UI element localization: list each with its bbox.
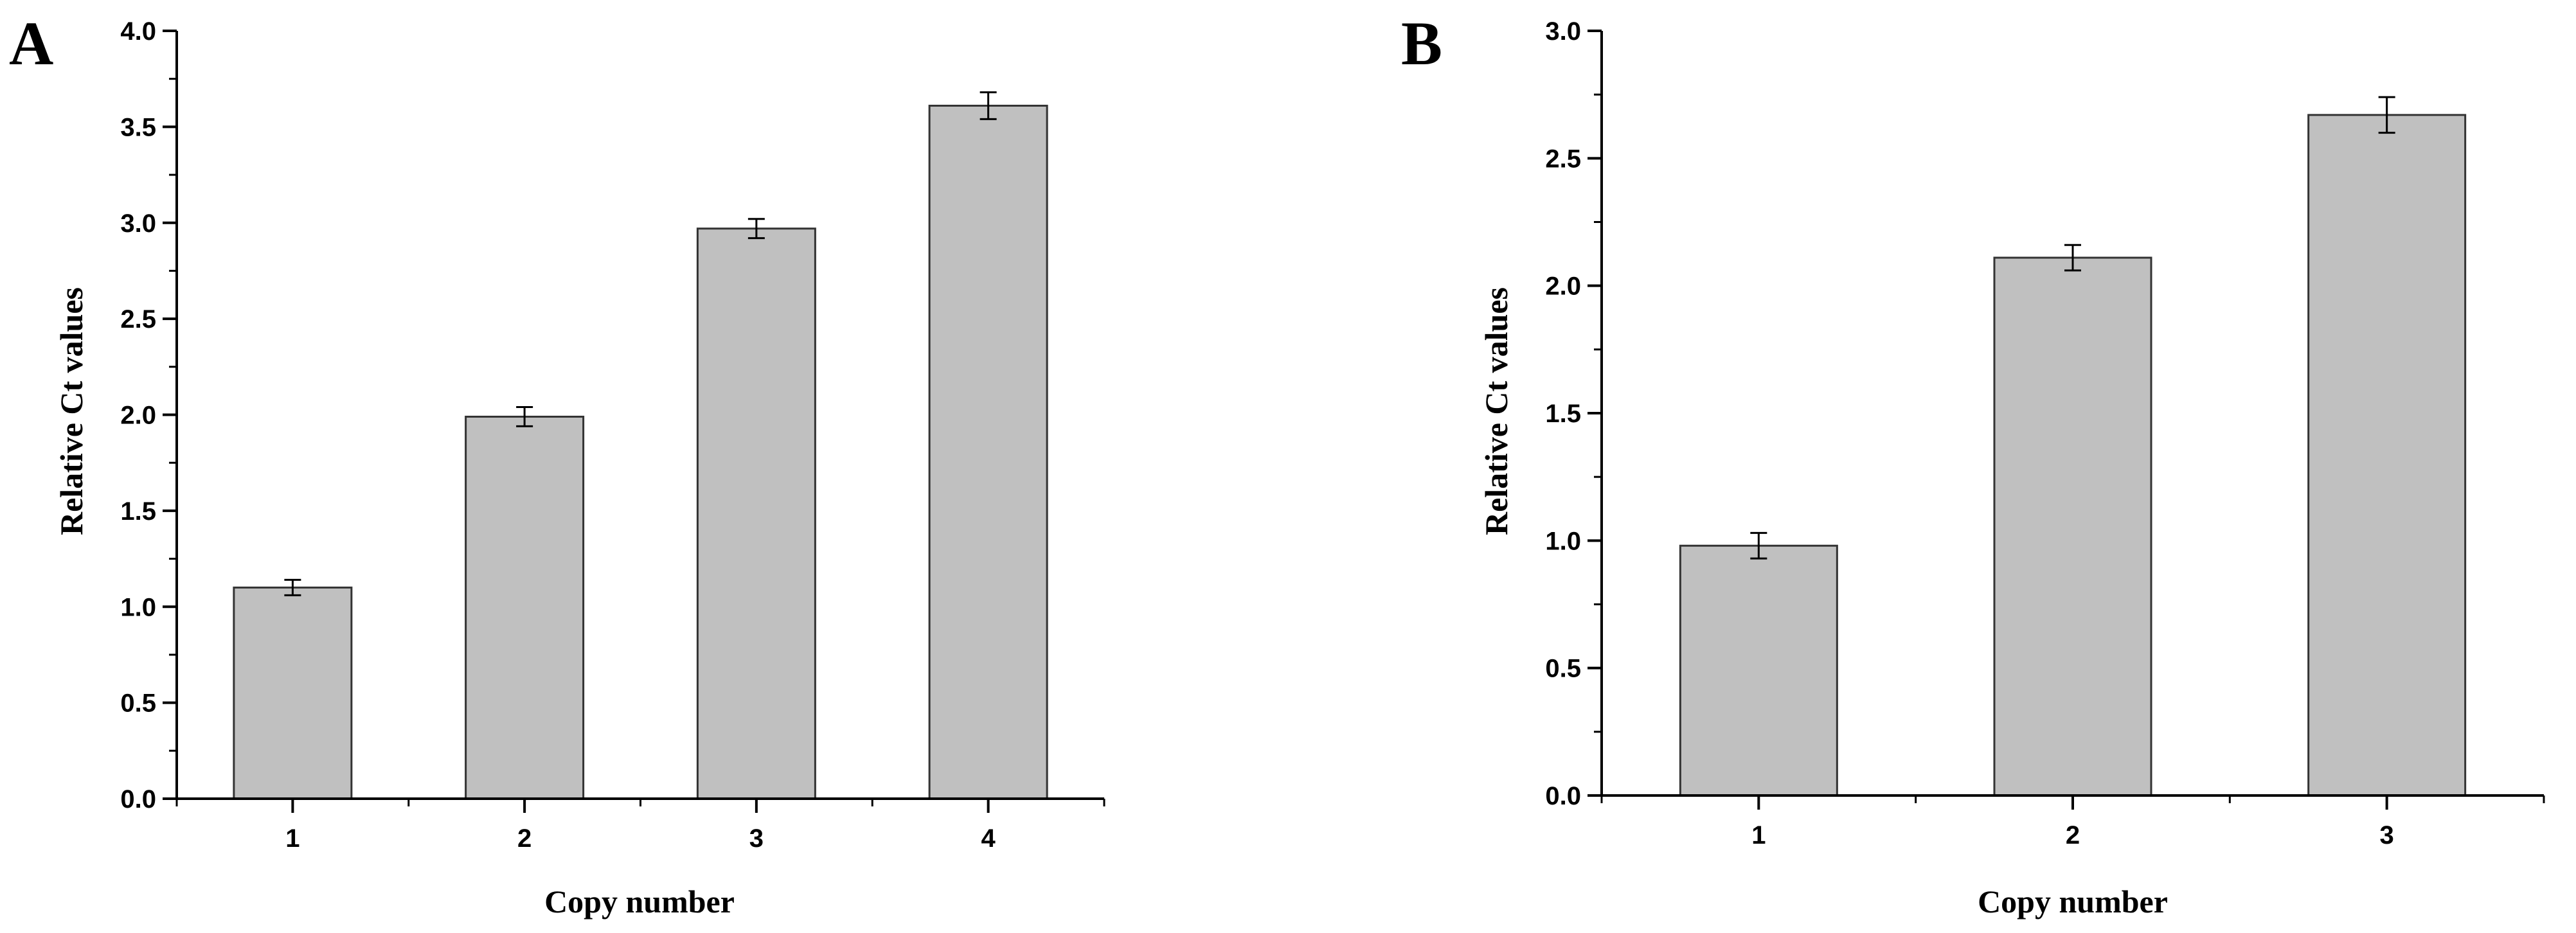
y-tick-label-a: 0.5 (120, 689, 156, 718)
error-bar-a-4 (979, 91, 997, 120)
bar-b-2 (1993, 256, 2152, 797)
y-tick-label-b: 0.5 (1545, 655, 1581, 683)
x-tick-label-a: 1 (285, 824, 300, 853)
y-tick-label-b: 0.0 (1545, 782, 1581, 810)
x-tick-label-a: 2 (517, 824, 532, 853)
y-tick-label-a: 4.0 (120, 17, 156, 46)
bar-a-2 (465, 415, 585, 800)
y-tick-label-a: 3.0 (120, 209, 156, 238)
chart-panel-a: A Relative Ct values Copy number 1 2 3 4 0.0… (9, 9, 1105, 920)
y-tick-label-a: 0.0 (120, 785, 156, 813)
bar-b-3 (2307, 114, 2467, 797)
x-tick-label-b: 3 (2380, 821, 2394, 849)
y-tick-label-b: 2.0 (1545, 272, 1581, 301)
y-tick-label-a: 2.5 (120, 305, 156, 333)
y-tick-label-a: 1.0 (120, 593, 156, 621)
error-bar-b-1 (1750, 531, 1767, 560)
panel-letter-a: A (9, 9, 53, 78)
bar-b-1 (1679, 544, 1838, 797)
x-tick-label-b: 2 (2066, 821, 2080, 849)
bar-a-4 (928, 105, 1048, 800)
y-tick-label-b: 1.5 (1545, 400, 1581, 428)
y-axis-title-b: Relative Ct values (1478, 287, 1514, 535)
error-bar-a-1 (284, 578, 301, 596)
y-axis-title-a: Relative Ct values (53, 287, 89, 535)
chart-panel-b: B Relative Ct values Copy number 1 2 3 0.0 0… (1401, 9, 2545, 920)
x-axis-title-a: Copy number (544, 884, 735, 920)
panel-letter-b: B (1401, 9, 1442, 78)
y-tick-label-b: 1.0 (1545, 527, 1581, 555)
error-bar-a-2 (516, 406, 533, 427)
x-tick-label-b: 1 (1751, 821, 1766, 849)
bar-a-3 (696, 227, 816, 800)
error-bar-b-2 (2064, 244, 2081, 272)
error-bar-b-3 (2378, 96, 2395, 134)
x-axis-title-b: Copy number (1978, 884, 2168, 920)
y-tick-label-a: 1.5 (120, 497, 156, 526)
bar-a-1 (233, 586, 353, 800)
error-bar-a-3 (747, 218, 765, 240)
y-tick-label-a: 2.0 (120, 402, 156, 430)
y-tick-label-b: 2.5 (1545, 145, 1581, 173)
y-tick-label-a: 3.5 (120, 113, 156, 141)
x-tick-label-a: 3 (749, 824, 764, 853)
y-tick-label-b: 3.0 (1545, 17, 1581, 46)
x-tick-label-a: 4 (981, 824, 996, 853)
